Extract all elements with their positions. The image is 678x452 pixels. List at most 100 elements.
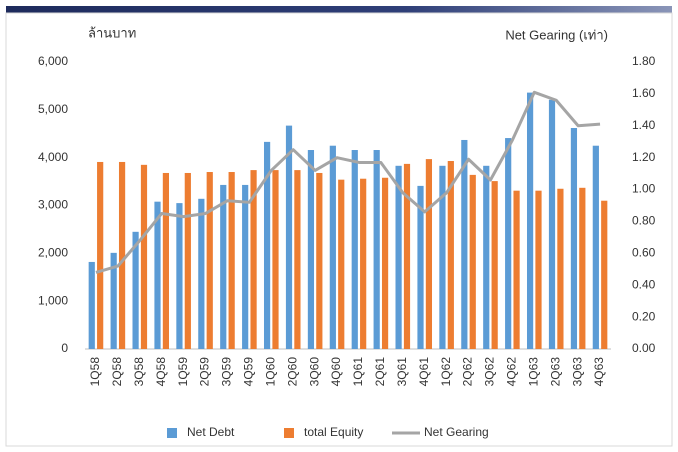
bar bbox=[198, 198, 205, 349]
frame bbox=[5, 12, 673, 447]
x-tick-label: 3Q58 bbox=[132, 357, 146, 387]
bar bbox=[526, 92, 534, 349]
bar bbox=[316, 172, 323, 349]
bar bbox=[162, 172, 170, 349]
bar bbox=[140, 164, 148, 349]
bar bbox=[513, 190, 520, 349]
y-tick-label: 5,000 bbox=[38, 102, 68, 116]
y2-tick-label: 0.60 bbox=[632, 246, 656, 260]
bar bbox=[360, 178, 367, 349]
legend-label: Net Gearing bbox=[424, 425, 489, 439]
bar bbox=[176, 203, 183, 349]
x-tick-label: 3Q62 bbox=[483, 357, 497, 387]
y-tick-label: 6,000 bbox=[38, 54, 68, 68]
x-tick-label: 2Q61 bbox=[373, 357, 387, 387]
x-tick-label: 2Q60 bbox=[285, 357, 299, 387]
bar bbox=[307, 150, 315, 349]
bar bbox=[329, 145, 336, 349]
bar bbox=[592, 145, 599, 349]
x-tick-label: 3Q61 bbox=[395, 357, 409, 387]
y2-tick-label: 1.80 bbox=[632, 54, 656, 68]
bar bbox=[417, 185, 424, 349]
bar bbox=[373, 150, 380, 349]
y2-tick-label: 1.20 bbox=[632, 150, 656, 164]
bar bbox=[483, 165, 490, 349]
bar bbox=[154, 201, 161, 349]
legend-swatch bbox=[167, 428, 177, 438]
x-tick-label: 3Q63 bbox=[570, 357, 584, 387]
bar bbox=[294, 170, 301, 349]
x-tick-label: 2Q59 bbox=[198, 357, 212, 387]
bar bbox=[403, 163, 411, 349]
bar bbox=[97, 161, 104, 349]
y2-axis-title: Net Gearing (เท่า) bbox=[505, 27, 608, 42]
x-tick-label: 3Q60 bbox=[307, 357, 321, 387]
bar bbox=[118, 161, 126, 349]
bar bbox=[132, 231, 139, 349]
y2-tick-label: 0.00 bbox=[632, 341, 656, 355]
x-tick-label: 1Q62 bbox=[439, 357, 453, 387]
bar bbox=[242, 184, 249, 349]
bar bbox=[351, 150, 358, 349]
y-tick-label: 3,000 bbox=[38, 198, 68, 212]
x-tick-label: 1Q59 bbox=[176, 357, 190, 387]
bar bbox=[220, 184, 227, 349]
bar bbox=[184, 172, 191, 349]
bar bbox=[579, 187, 586, 349]
line bbox=[95, 90, 601, 274]
bar bbox=[447, 161, 454, 349]
bar bbox=[439, 165, 446, 349]
bar bbox=[338, 179, 345, 349]
bar bbox=[570, 128, 578, 349]
y2-tick-label: 0.20 bbox=[632, 309, 656, 323]
bar bbox=[395, 165, 402, 349]
x-tick-label: 1Q60 bbox=[263, 357, 277, 387]
y2-tick-label: 0.40 bbox=[632, 277, 656, 291]
y-tick-label: 2,000 bbox=[38, 246, 68, 260]
bar bbox=[88, 261, 95, 349]
x-tick-label: 2Q63 bbox=[548, 357, 562, 387]
y2-tick-label: 1.00 bbox=[632, 182, 656, 196]
y-tick-label: 4,000 bbox=[38, 150, 68, 164]
x-tick-label: 4Q61 bbox=[417, 357, 431, 387]
x-tick-label: 4Q59 bbox=[242, 357, 256, 387]
x-tick-label: 2Q58 bbox=[110, 357, 124, 387]
x-tick-label: 1Q63 bbox=[526, 357, 540, 387]
bar bbox=[425, 159, 433, 349]
y-tick-label: 0 bbox=[61, 341, 68, 355]
bar bbox=[461, 139, 468, 349]
bar bbox=[110, 252, 117, 349]
legend-label: Net Debt bbox=[187, 425, 235, 439]
bar bbox=[491, 181, 498, 349]
bar bbox=[548, 99, 556, 349]
bar bbox=[557, 188, 564, 349]
legend-label: total Equity bbox=[304, 425, 363, 439]
y2-tick-label: 0.80 bbox=[632, 214, 656, 228]
y2-tick-label: 1.60 bbox=[632, 86, 656, 100]
x-tick-label: 1Q58 bbox=[88, 357, 102, 387]
bar bbox=[469, 174, 476, 349]
bar bbox=[206, 172, 213, 349]
bar bbox=[272, 170, 279, 349]
y2-tick-label: 1.40 bbox=[632, 118, 656, 132]
y-tick-label: 1,000 bbox=[38, 293, 68, 307]
bar bbox=[535, 190, 542, 349]
bar bbox=[505, 138, 512, 349]
y-axis-title: ล้านบาท bbox=[88, 25, 136, 40]
x-tick-label: 4Q63 bbox=[592, 357, 606, 387]
bar bbox=[601, 200, 608, 349]
top-band bbox=[6, 6, 672, 13]
x-tick-label: 4Q58 bbox=[154, 357, 168, 387]
bar bbox=[381, 177, 389, 349]
x-tick-label: 3Q59 bbox=[220, 357, 234, 387]
x-tick-label: 4Q60 bbox=[329, 357, 343, 387]
bar bbox=[250, 170, 257, 349]
x-tick-label: 4Q62 bbox=[505, 357, 519, 387]
x-tick-label: 1Q61 bbox=[351, 357, 365, 387]
bar bbox=[263, 141, 271, 349]
bar bbox=[228, 172, 235, 349]
legend-swatch bbox=[284, 428, 294, 438]
bar bbox=[285, 125, 293, 349]
